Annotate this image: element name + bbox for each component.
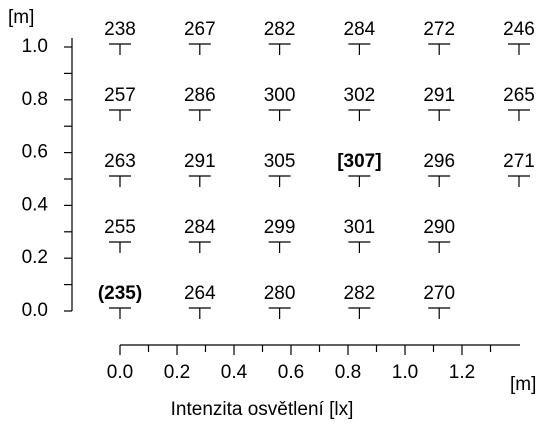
value-label: 301 <box>344 217 376 238</box>
measurement-point <box>428 43 451 55</box>
value-label: 282 <box>344 283 376 304</box>
measurement-point <box>348 175 371 187</box>
x-tick-label: 1.0 <box>392 362 418 383</box>
value-label: 280 <box>264 283 296 304</box>
y-tick-label: 0.4 <box>22 194 49 215</box>
value-label: 305 <box>264 151 296 172</box>
measurement-point <box>348 109 371 121</box>
measurement-point <box>109 43 131 55</box>
value-label: 255 <box>104 217 136 238</box>
value-label: 264 <box>184 283 216 304</box>
measurement-point <box>188 307 211 319</box>
value-label: 299 <box>264 217 296 238</box>
x-tick-label: 0.6 <box>278 362 304 383</box>
y-tick-label: 0.6 <box>22 142 48 163</box>
measurement-point <box>348 307 371 319</box>
measurement-point <box>508 43 530 55</box>
y-tick-label: 0.0 <box>22 300 48 321</box>
measurement-point <box>188 109 211 121</box>
value-label: 286 <box>184 85 216 106</box>
y-tick-label: 0.2 <box>22 247 48 268</box>
measurement-point <box>268 43 291 55</box>
y-tick-label: 0.8 <box>22 89 48 110</box>
measurement-point <box>109 241 131 253</box>
measurement-point <box>348 43 371 55</box>
measurement-point <box>109 109 131 121</box>
measurement-point <box>268 109 291 121</box>
x-tick-label: 0.8 <box>335 362 361 383</box>
value-label: 296 <box>423 151 455 172</box>
x-unit: [m] <box>510 374 536 395</box>
measurement-point <box>268 175 291 187</box>
value-label: 270 <box>423 283 455 304</box>
value-label: 302 <box>344 85 376 106</box>
measurement-point <box>348 241 371 253</box>
measurement-point <box>428 109 451 121</box>
y-tick-label: 1.0 <box>22 36 48 57</box>
value-label: 290 <box>423 217 455 238</box>
value-label: 267 <box>184 19 216 40</box>
value-label: 265 <box>503 85 535 106</box>
x-tick-label: 0.0 <box>107 362 133 383</box>
value-label: 238 <box>104 19 136 40</box>
measurement-point <box>428 175 451 187</box>
value-label: 300 <box>264 85 296 106</box>
value-label: (235) <box>98 283 142 304</box>
measurement-point <box>428 307 451 319</box>
value-label: 282 <box>264 19 296 40</box>
value-label: 271 <box>503 151 535 172</box>
value-label: 284 <box>344 19 376 40</box>
y-unit: [m] <box>8 7 34 28</box>
value-label: 291 <box>423 85 455 106</box>
value-label: [307] <box>337 151 381 172</box>
value-label: 257 <box>104 85 136 106</box>
measurement-point <box>109 175 131 187</box>
value-label: 272 <box>423 19 455 40</box>
x-tick-label: 0.2 <box>164 362 190 383</box>
measurement-point <box>188 43 211 55</box>
measurement-point <box>428 241 451 253</box>
measurement-point <box>109 307 131 319</box>
value-label: 246 <box>503 19 535 40</box>
value-label: 291 <box>184 151 216 172</box>
measurement-point <box>188 241 211 253</box>
measurement-point <box>268 241 291 253</box>
measurement-point <box>508 109 530 121</box>
measurement-point <box>188 175 211 187</box>
measurement-point <box>508 175 530 187</box>
x-axis-label: Intenzita osvětlení [lx] <box>171 399 354 420</box>
x-tick-label: 0.4 <box>221 362 248 383</box>
x-tick-label: 1.2 <box>449 362 475 383</box>
measurement-point <box>268 307 291 319</box>
value-label: 263 <box>104 151 136 172</box>
value-label: 284 <box>184 217 216 238</box>
